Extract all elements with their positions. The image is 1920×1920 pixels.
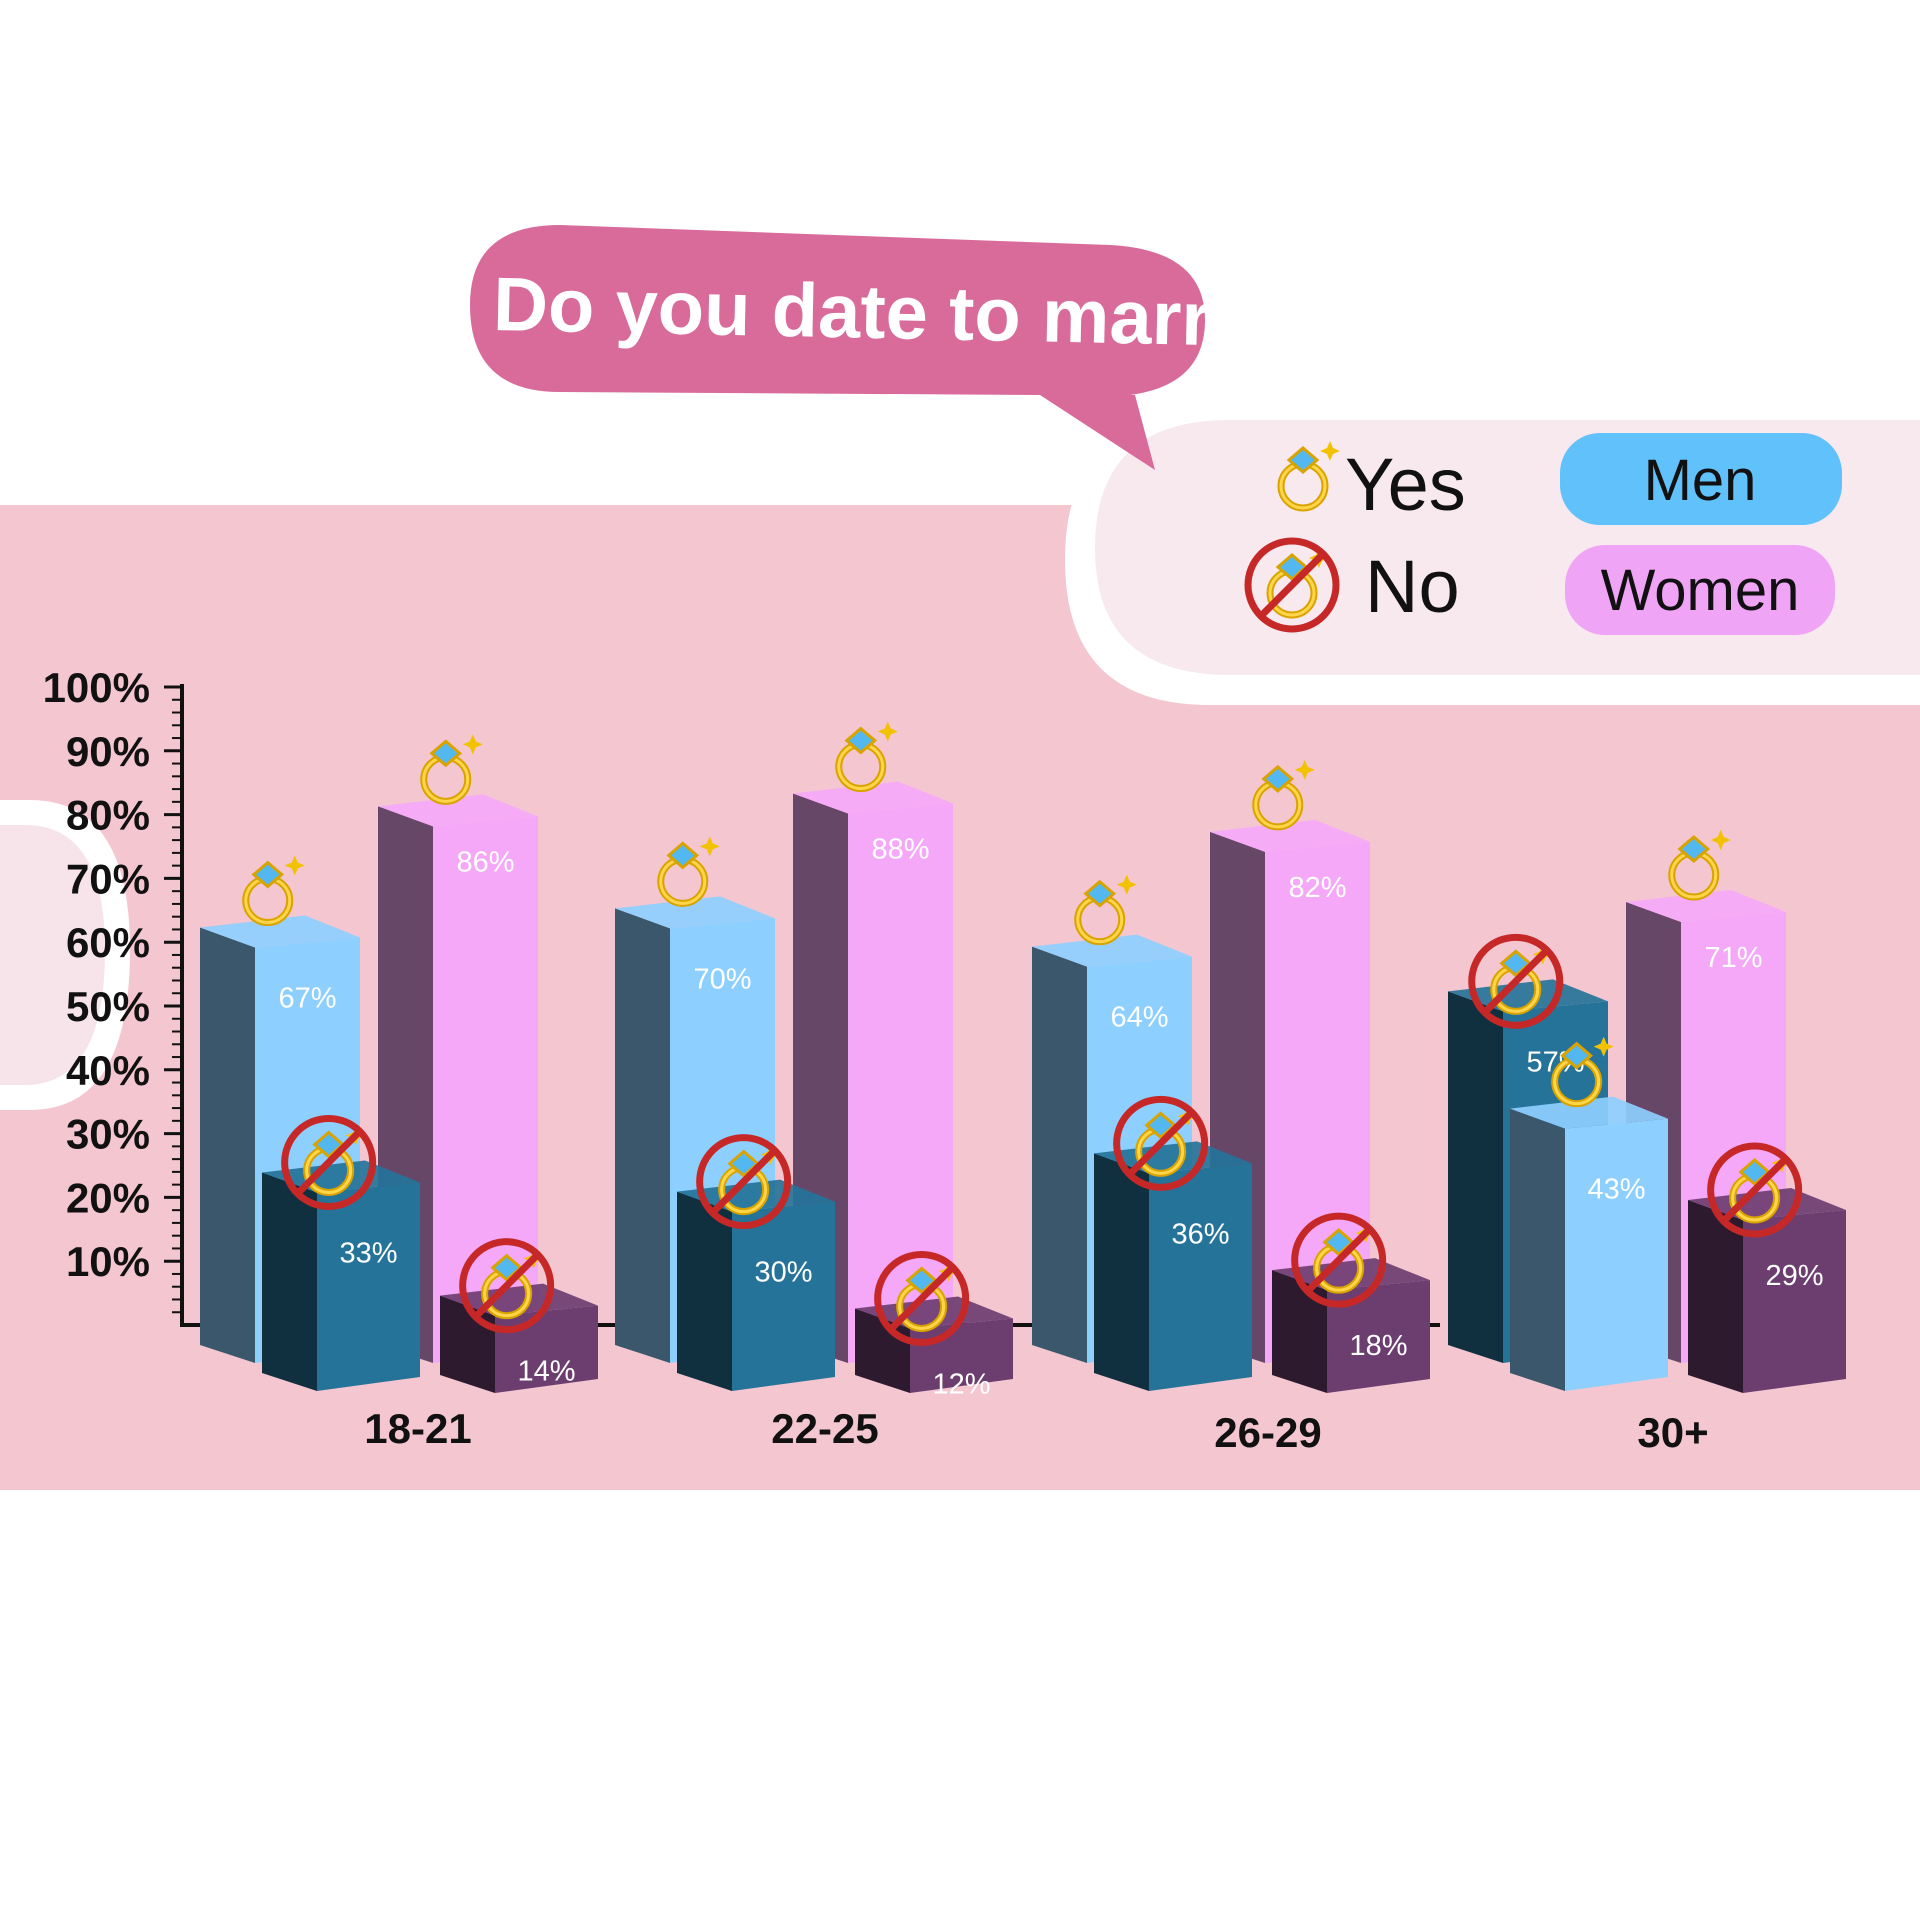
bar-top [1448, 979, 1608, 1012]
bar-front [433, 816, 538, 1363]
category-label: 30+ [1637, 1409, 1708, 1456]
legend-no-label: No [1365, 545, 1460, 628]
bar-side [615, 908, 670, 1363]
bar-front [1149, 1163, 1252, 1391]
bar-side [1510, 1108, 1565, 1391]
bar-front [848, 803, 953, 1363]
bar-side [1272, 1270, 1327, 1393]
bar-front [1327, 1280, 1430, 1393]
bar-front [1743, 1209, 1846, 1393]
value-label: 71% [1704, 942, 1762, 974]
y-tick-label: 50% [66, 983, 150, 1030]
value-label: 70% [693, 963, 751, 995]
bar-women-no-1: 14% [440, 1242, 598, 1393]
bar-top [855, 1296, 1013, 1329]
bar-side [855, 1308, 910, 1393]
category-label: 18-21 [364, 1405, 471, 1452]
bar-women-yes-1: 86% [378, 734, 538, 1363]
value-label: 29% [1765, 1260, 1823, 1292]
bar-front [1565, 1118, 1668, 1391]
value-label: 88% [871, 834, 929, 866]
chart-title: Do you date to marry? [492, 262, 1300, 364]
value-label: 30% [754, 1257, 812, 1289]
bar-top [378, 794, 538, 827]
y-tick-label: 30% [66, 1111, 150, 1158]
bar-men-yes-4: 43% [1510, 1037, 1668, 1391]
bar-top [793, 781, 953, 814]
y-tick-label: 10% [66, 1238, 150, 1285]
bar-top [615, 896, 775, 929]
title-bubble [470, 225, 1205, 470]
bar-side [262, 1172, 317, 1391]
y-tick-label: 70% [66, 855, 150, 902]
bar-side [1448, 991, 1503, 1363]
bar-top [677, 1179, 835, 1212]
bar-men-no-2: 30% [677, 1138, 835, 1391]
bar-side [200, 927, 255, 1363]
value-label: 36% [1171, 1218, 1229, 1250]
bar-women-no-4: 29% [1688, 1146, 1846, 1393]
bar-top [1272, 1258, 1430, 1291]
bar-top [262, 1160, 420, 1193]
y-axis: 100% 90% 80% 70% 60% 50% 40% 30% 20% 10% [43, 664, 1440, 1327]
bar-top [1210, 819, 1370, 852]
value-label: 64% [1110, 1002, 1168, 1034]
value-label: 82% [1288, 872, 1346, 904]
legend-men-label: Men [1644, 448, 1757, 513]
bar-side [677, 1191, 732, 1391]
legend-men-swatch [1560, 433, 1842, 525]
value-label: 86% [456, 846, 514, 878]
y-tick-label: 80% [66, 792, 150, 839]
bar-top [1032, 934, 1192, 967]
legend-women-label: Women [1601, 558, 1800, 623]
value-label: 14% [517, 1356, 575, 1388]
y-tick-label: 60% [66, 919, 150, 966]
y-tick-label: 20% [66, 1174, 150, 1221]
value-label: 33% [339, 1237, 397, 1269]
legend-yes-label: Yes [1345, 443, 1466, 526]
y-tick-label: 90% [66, 728, 150, 775]
bar-women-no-3: 18% [1272, 1216, 1430, 1393]
value-label: 12% [932, 1368, 990, 1400]
bar-top [1626, 890, 1786, 923]
bar-men-no-1: 33% [262, 1118, 420, 1391]
value-label: 67% [278, 983, 336, 1015]
bar-side [1032, 946, 1087, 1363]
category-label: 22-25 [771, 1405, 878, 1452]
bar-top [1688, 1187, 1846, 1220]
x-axis-labels: 18-21 22-25 26-29 30+ [364, 1405, 1708, 1456]
bar-top [440, 1283, 598, 1316]
bars: 67%86%33%14%70%88%30%12%64%82%36%18%57%7… [200, 722, 1846, 1400]
bar-front [732, 1201, 835, 1391]
legend-women-swatch [1565, 545, 1835, 635]
category-label: 26-29 [1214, 1409, 1321, 1456]
bar-top [1094, 1141, 1252, 1174]
value-label: 43% [1587, 1174, 1645, 1206]
y-tick-label: 40% [66, 1047, 150, 1094]
bar-side [1688, 1199, 1743, 1393]
y-tick-label: 100% [43, 664, 150, 711]
decorative-shape-inner [0, 825, 105, 1085]
bar-men-no-3: 36% [1094, 1099, 1252, 1391]
bar-women-no-2: 12% [855, 1254, 1013, 1400]
bar-side [1094, 1153, 1149, 1391]
bar-top [200, 915, 360, 948]
value-label: 18% [1349, 1330, 1407, 1362]
bar-top [1510, 1096, 1668, 1129]
bar-front [317, 1182, 420, 1391]
